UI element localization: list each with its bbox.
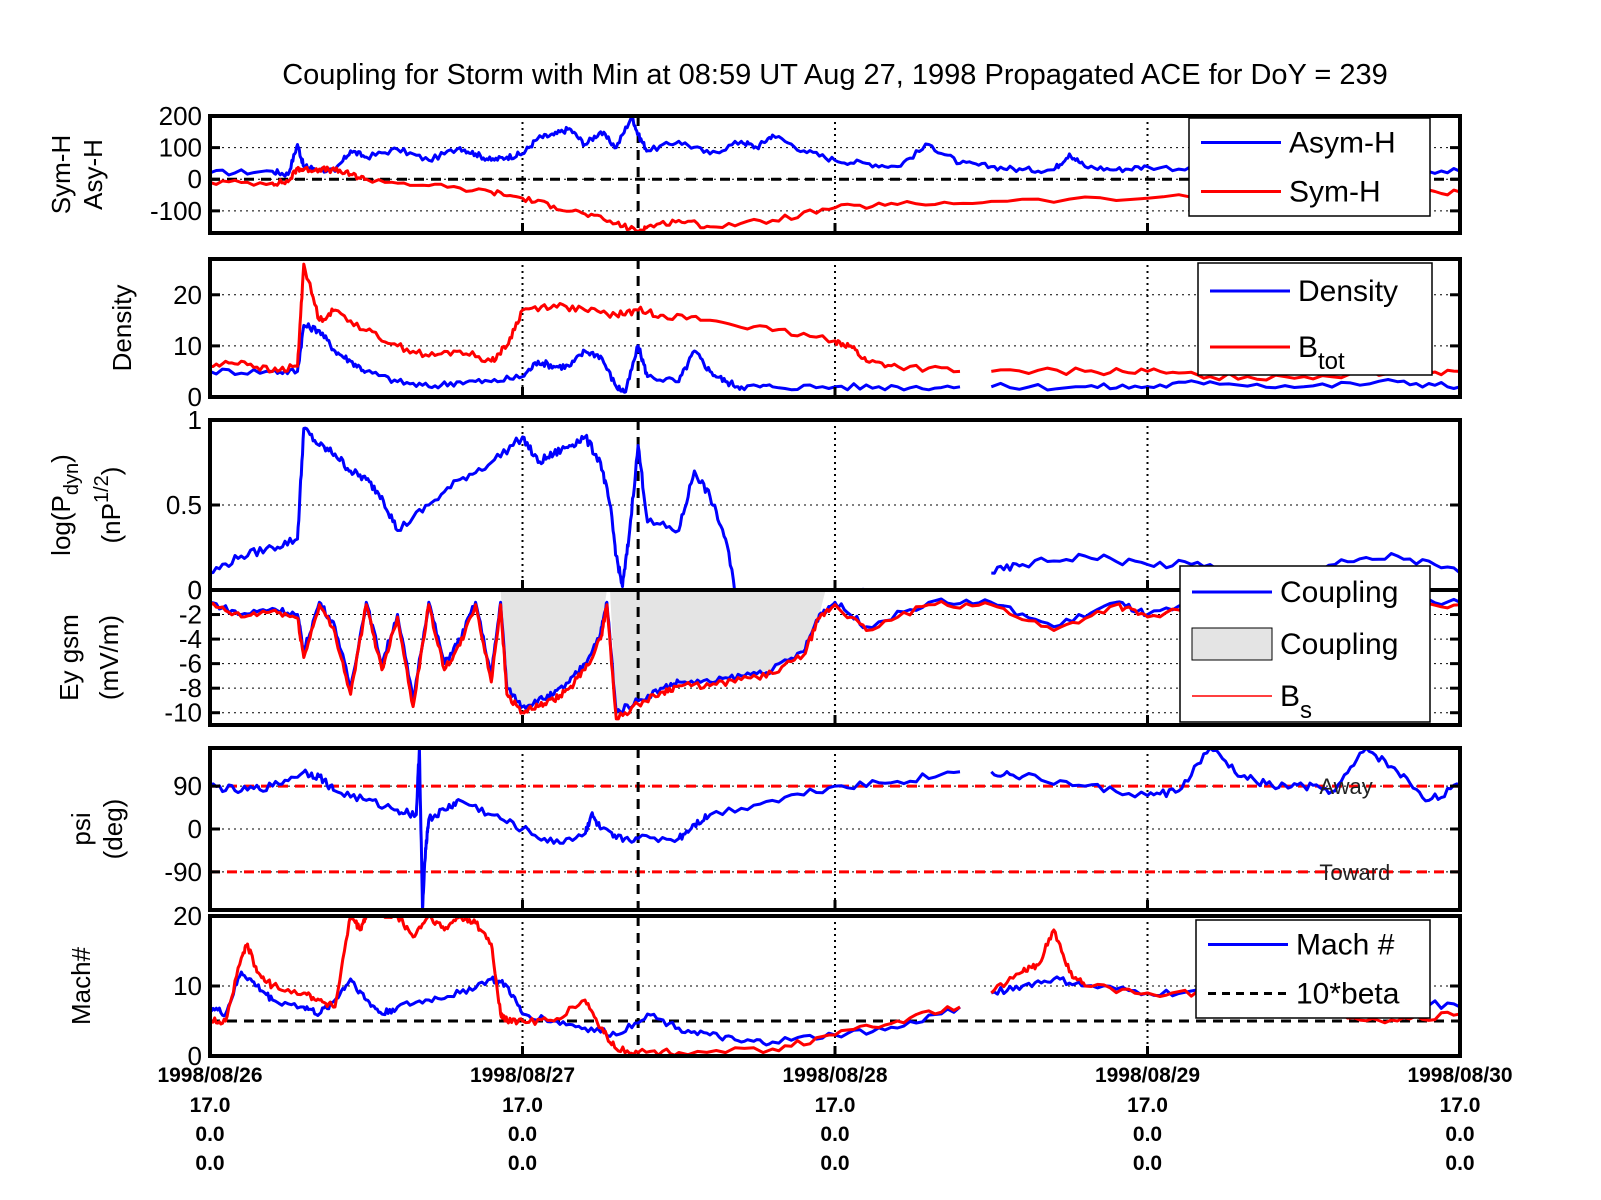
panel-ey: -10-8-6-4-20 Ey gsm (mV/m) Coupling Coupling… — [54, 565, 1462, 728]
y-tick-label: 200 — [159, 101, 202, 131]
legend-box — [1197, 262, 1433, 376]
y-tick-label: 0 — [188, 382, 202, 412]
x-tick-label: 0.0 — [508, 1152, 537, 1175]
x-tick-label: 17.0 — [815, 1094, 856, 1117]
legend-swatch — [1191, 627, 1273, 661]
y-tick-label: 0 — [188, 575, 202, 605]
y-tick-label: 100 — [159, 133, 202, 163]
x-tick-label: 1998/08/26 — [157, 1064, 262, 1087]
shaded-region-0 — [500, 590, 607, 707]
y-tick-label: -90 — [164, 857, 202, 887]
series-line-bs — [210, 599, 1460, 721]
x-tick-label: 1998/08/30 — [1407, 1064, 1512, 1087]
x-tick-label: 0.0 — [195, 1152, 224, 1175]
legend-label: Density — [1298, 275, 1398, 308]
y-tick-label: 0 — [188, 1041, 202, 1071]
y-tick-label: 0 — [188, 164, 202, 194]
x-tick-label: 1998/08/28 — [782, 1064, 887, 1087]
legend-label: 10*beta — [1296, 978, 1400, 1011]
x-tick-label: 0.0 — [508, 1123, 537, 1146]
chart-title: Coupling for Storm with Min at 08:59 UT … — [282, 59, 1388, 91]
legend-label: Asym-H — [1289, 127, 1396, 160]
legend-mach: Mach # 10*beta — [1195, 919, 1431, 1019]
y-tick-label: 90 — [173, 771, 202, 801]
y-axis-label: (nP1/2) — [91, 467, 126, 544]
y-tick-label: -10 — [164, 698, 202, 728]
annotation-toward: Toward — [1319, 860, 1390, 885]
x-tick-label: 17.0 — [502, 1094, 543, 1117]
series-line-asym-h — [210, 116, 1460, 178]
y-axis-label: (mV/m) — [94, 615, 124, 700]
x-tick-label: 0.0 — [1445, 1152, 1474, 1175]
y-tick-label: 0 — [188, 575, 202, 605]
series-line-density — [210, 322, 1460, 394]
y-axis-label: log(Pdyn) — [46, 454, 83, 556]
annotation-away: Away — [1319, 774, 1372, 799]
x-tick-label: 0.0 — [1133, 1123, 1162, 1146]
grid-pdyn — [210, 419, 1460, 591]
y-axis-label: Density — [107, 285, 137, 372]
x-tick-label: 0.0 — [1445, 1123, 1474, 1146]
legend-box — [1188, 117, 1431, 217]
legend-label: Sym-H — [1289, 176, 1381, 209]
series-line-log-pdyn- — [210, 426, 1460, 590]
series-line-psi — [210, 748, 1460, 910]
panel-psi: Away Toward -90 0 90 psi (deg) — [66, 746, 1462, 912]
x-tick-label: 17.0 — [1440, 1094, 1481, 1117]
y-axis-label: psi — [66, 812, 96, 845]
y-tick-label: -6 — [179, 649, 202, 679]
x-tick-label: 17.0 — [190, 1094, 231, 1117]
y-tick-label: 0.5 — [166, 490, 202, 520]
legend-box — [1195, 919, 1431, 1019]
x-tick-label: 17.0 — [1127, 1094, 1168, 1117]
y-axis-label: Asy-H — [78, 139, 108, 210]
plot-area-psi — [210, 748, 1460, 910]
y-axis-label: Ey gsm — [54, 614, 84, 701]
shaded-region-1 — [610, 590, 826, 713]
y-tick-label: -4 — [179, 624, 202, 654]
grid-psi — [210, 748, 1460, 910]
x-tick-label: 0.0 — [195, 1123, 224, 1146]
x-tick-label: 0.0 — [820, 1152, 849, 1175]
y-tick-label: 10 — [173, 331, 202, 361]
y-tick-label: -2 — [179, 600, 202, 630]
plot-area-ey — [210, 590, 1460, 725]
x-tick-label: 0.0 — [1133, 1152, 1162, 1175]
y-tick-label: 20 — [173, 280, 202, 310]
y-axis-label: (deg) — [98, 799, 128, 860]
series-line-sym-h — [210, 165, 1460, 233]
x-tick-label: 1998/08/29 — [1095, 1064, 1200, 1087]
x-tick-label: 1998/08/27 — [470, 1064, 575, 1087]
plot-area-density — [210, 259, 1460, 397]
y-tick-label: 0 — [188, 814, 202, 844]
y-tick-label: 1 — [188, 405, 202, 435]
plot-area-pdyn — [210, 420, 1460, 590]
legend-sym-asym: Asym-H Sym-H — [1188, 117, 1431, 217]
legend-label: Mach # — [1296, 929, 1395, 962]
legend-label: Coupling — [1280, 576, 1398, 609]
x-tick-label: 0.0 — [820, 1123, 849, 1146]
date-tick-labels: 1998/08/26 1998/08/27 1998/08/28 1998/08/29… — [157, 1064, 1512, 1175]
y-tick-label: 10 — [173, 971, 202, 1001]
y-axis-label: Sym-H — [46, 135, 76, 214]
panel-mach: 0 10 20 Mach# Mach # 10*beta — [66, 901, 1462, 1071]
y-axis-label: Mach# — [66, 946, 96, 1025]
legend-label: Coupling — [1280, 628, 1398, 661]
y-tick-label: -100 — [150, 196, 202, 226]
y-tick-label: 20 — [173, 901, 202, 931]
y-tick-label: -8 — [179, 673, 202, 703]
